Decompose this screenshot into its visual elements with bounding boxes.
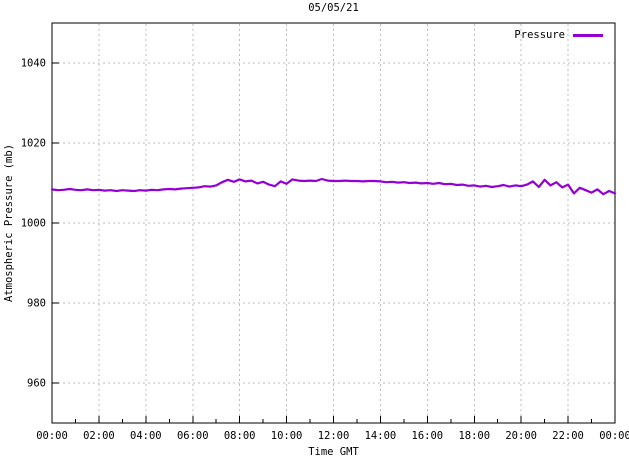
y-tick-label: 1020 <box>21 138 46 150</box>
x-tick-label: 02:00 <box>83 430 115 442</box>
x-tick-label: 14:00 <box>365 430 397 442</box>
y-tick-label: 960 <box>27 378 46 390</box>
x-tick-label: 04:00 <box>130 430 162 442</box>
x-axis-label: Time GMT <box>308 446 359 458</box>
x-tick-label: 20:00 <box>505 430 537 442</box>
plot-border <box>51 22 616 424</box>
y-tick-label: 1000 <box>21 218 46 230</box>
x-tick-label: 16:00 <box>412 430 444 442</box>
y-tick-label: 980 <box>27 298 46 310</box>
x-tick-label: 10:00 <box>271 430 303 442</box>
pressure-line <box>50 177 617 196</box>
legend-line-sample <box>573 33 603 37</box>
y-tick-label: 1040 <box>21 58 46 70</box>
legend-entry-label: Pressure <box>514 29 565 41</box>
legend: Pressure <box>514 29 603 41</box>
x-tick-label: 22:00 <box>552 430 584 442</box>
x-tick-label: 00:00 <box>599 430 629 442</box>
x-tick-label: 00:00 <box>36 430 68 442</box>
x-tick-label: 18:00 <box>458 430 490 442</box>
x-tick-label: 06:00 <box>177 430 209 442</box>
x-tick-label: 08:00 <box>224 430 256 442</box>
x-tick-label: 12:00 <box>318 430 350 442</box>
chart-title: 05/05/21 <box>308 2 359 14</box>
